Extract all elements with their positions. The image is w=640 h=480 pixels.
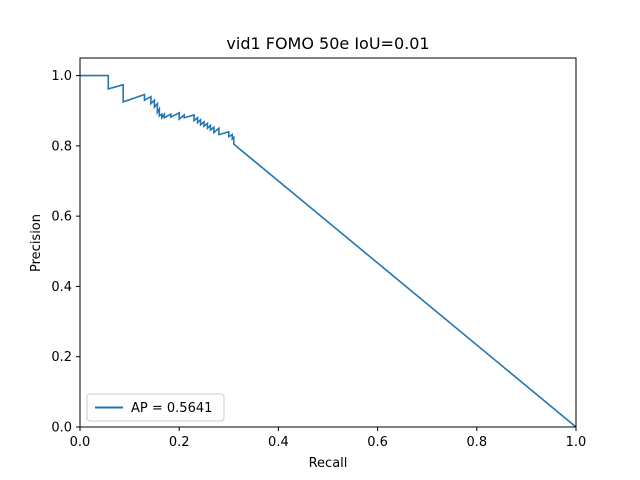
y-tick-label: 0.6: [51, 210, 72, 225]
chart-title: vid1 FOMO 50e IoU=0.01: [226, 34, 429, 53]
plot-series: [80, 74, 577, 428]
x-tick-label: 0.0: [70, 435, 91, 450]
y-tick-label: 0.4: [51, 280, 72, 295]
y-axis-label: Precision: [29, 214, 44, 272]
series-line-0: [80, 74, 577, 428]
legend: AP = 0.5641: [86, 393, 225, 422]
y-tick-label: 0.0: [51, 421, 72, 436]
legend-entry-label: AP = 0.5641: [131, 401, 212, 416]
x-tick-label: 0.2: [169, 435, 190, 450]
y-tick-label: 0.8: [51, 139, 72, 154]
x-tick-label: 0.8: [466, 435, 487, 450]
y-tick-label: 1.0: [51, 69, 72, 84]
legend-box: [86, 393, 225, 422]
x-tick-label: 1.0: [566, 435, 587, 450]
y-tick-label: 0.2: [51, 350, 72, 365]
x-axis-label: Recall: [309, 456, 348, 471]
x-axis-ticks: 0.0 0.2 0.4 0.6 0.8 1.0: [70, 427, 587, 450]
x-tick-label: 0.4: [268, 435, 289, 450]
y-axis-ticks: 0.0 0.2 0.4 0.6 0.8 1.0: [51, 69, 80, 436]
plot-frame: [79, 57, 577, 428]
x-tick-label: 0.6: [367, 435, 388, 450]
